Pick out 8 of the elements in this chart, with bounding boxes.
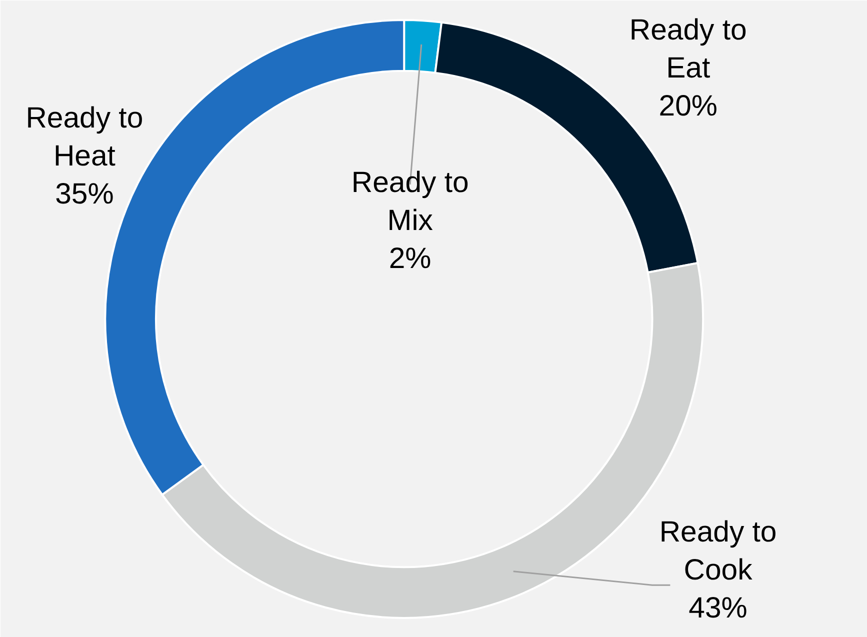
data-label: 35%: [55, 178, 114, 211]
slice-label: Ready to Mix: [351, 166, 469, 237]
data-label: 20%: [658, 89, 718, 122]
data-label: 43%: [688, 592, 748, 625]
slice-label: Ready to Cook: [659, 516, 777, 587]
slice-label: Ready to Heat: [26, 102, 144, 173]
slice-label: Ready to Eat: [629, 13, 747, 84]
data-label: 2%: [388, 242, 432, 275]
